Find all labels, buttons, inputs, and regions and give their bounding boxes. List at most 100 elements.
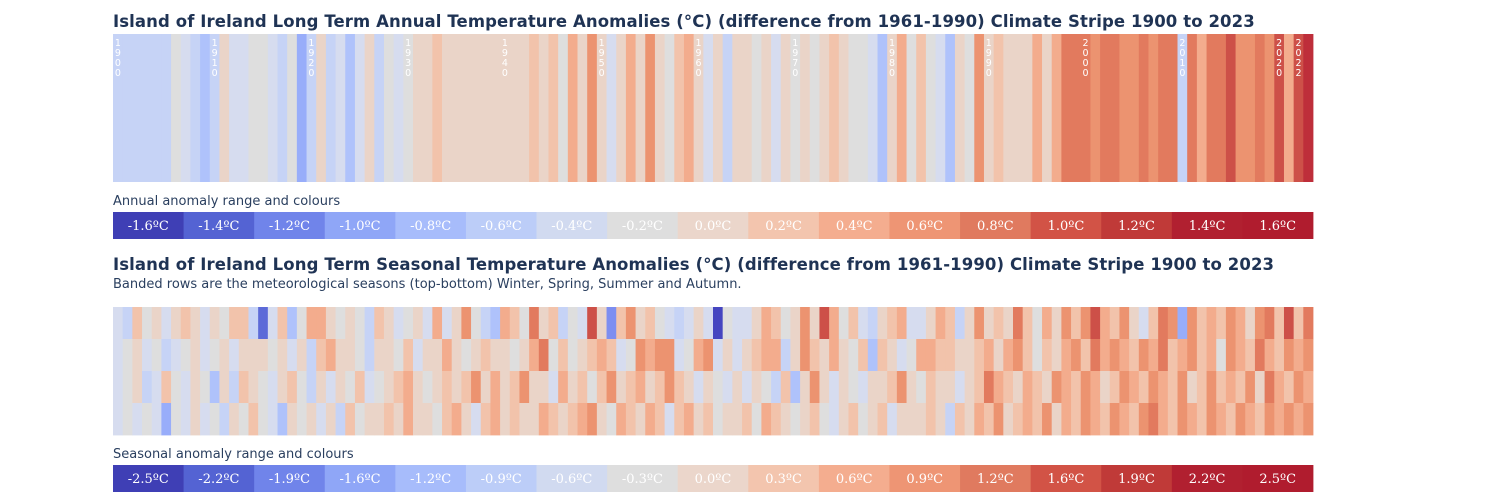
- seasonal-cell-r0-1944: [538, 307, 549, 340]
- seasonal-cell-r1-2022: [1293, 339, 1304, 372]
- annual-stripe-1966: [751, 34, 762, 182]
- seasonal-legend-label-6: -0.6ºC: [551, 472, 592, 487]
- seasonal-cell-r0-2021: [1283, 307, 1295, 340]
- seasonal-cell-r2-1963: [722, 371, 733, 404]
- seasonal-cell-r2-1932: [422, 371, 433, 404]
- annual-stripe-1912: [229, 34, 240, 182]
- seasonal-cell-r2-2008: [1158, 371, 1169, 404]
- seasonal-cell-r2-1945: [548, 371, 559, 404]
- seasonal-cell-r2-1920: [306, 371, 317, 404]
- seasonal-cell-r2-1934: [442, 371, 453, 404]
- seasonal-cell-r2-1958: [674, 371, 685, 404]
- seasonal-cell-r1-1984: [925, 339, 936, 372]
- seasonal-cell-r0-1953: [625, 307, 636, 340]
- seasonal-cell-r0-1909: [200, 307, 211, 340]
- annual-stripes: [113, 34, 1314, 182]
- annual-stripe-1969: [780, 34, 791, 182]
- seasonal-cell-r0-1981: [896, 307, 907, 340]
- annual-stripe-1989: [974, 34, 985, 182]
- seasonal-cell-r1-1987: [954, 339, 966, 372]
- seasonal-cell-r2-2011: [1187, 371, 1198, 404]
- seasonal-cell-r2-1962: [713, 371, 724, 404]
- seasonal-cell-r0-1940: [500, 307, 511, 340]
- seasonal-cell-r2-1970: [790, 371, 801, 404]
- seasonal-cell-r3-1978: [867, 403, 878, 436]
- annual-stripe-1934: [442, 34, 453, 182]
- seasonal-cell-r3-2003: [1109, 403, 1120, 436]
- annual-legend-label-6: -0.4ºC: [551, 219, 592, 234]
- annual-stripe-1945: [548, 34, 559, 182]
- seasonal-cell-r0-1989: [974, 307, 985, 340]
- annual-stripe-2019: [1264, 34, 1275, 182]
- annual-stripe-1978: [867, 34, 878, 182]
- seasonal-cell-r3-1981: [896, 403, 907, 436]
- annual-stripe-2007: [1148, 34, 1159, 182]
- seasonal-cell-r2-1956: [654, 371, 666, 404]
- seasonal-cell-r0-1969: [780, 307, 791, 340]
- seasonal-cell-r3-1952: [616, 403, 627, 436]
- annual-stripe-1957: [664, 34, 675, 182]
- seasonal-cell-r1-1967: [761, 339, 772, 372]
- seasonal-cell-r1-1961: [703, 339, 714, 372]
- seasonal-cell-r0-1930: [403, 307, 414, 340]
- annual-stripe-2001: [1090, 34, 1101, 182]
- seasonal-cell-r1-1994: [1022, 339, 1033, 372]
- seasonal-cell-r0-2007: [1148, 307, 1159, 340]
- seasonal-legend-label-14: 1.9ºC: [1118, 472, 1155, 487]
- seasonal-cell-r0-1945: [548, 307, 559, 340]
- seasonal-cell-r1-1998: [1061, 339, 1072, 372]
- annual-stripe-2015: [1225, 34, 1236, 182]
- annual-stripe-1995: [1032, 34, 1043, 182]
- seasonal-cell-r1-1942: [519, 339, 530, 372]
- seasonal-cell-r2-1952: [616, 371, 627, 404]
- seasonal-cell-r3-1937: [471, 403, 482, 436]
- seasonal-cell-r3-1922: [325, 403, 336, 436]
- seasonal-cell-r1-1982: [906, 339, 917, 372]
- seasonal-cell-r3-1936: [461, 403, 472, 436]
- annual-legend-swatch-6: [536, 212, 608, 239]
- seasonal-cell-r3-2013: [1206, 403, 1217, 436]
- seasonal-legend-swatch-10: [818, 465, 890, 492]
- seasonal-cell-r0-1976: [848, 307, 859, 340]
- seasonal-cell-r0-1960: [693, 307, 704, 340]
- seasonal-cell-r0-1906: [171, 307, 182, 340]
- annual-stripe-1960: [693, 34, 704, 182]
- seasonal-cell-r2-1941: [509, 371, 520, 404]
- seasonal-cell-r2-2009: [1167, 371, 1178, 404]
- annual-stripe-1983: [916, 34, 927, 182]
- seasonal-cell-r0-1938: [480, 307, 491, 340]
- seasonal-cell-r2-1947: [567, 371, 578, 404]
- annual-stripe-2008: [1158, 34, 1169, 182]
- annual-stripe-1902: [132, 34, 143, 182]
- seasonal-cell-r2-1971: [800, 371, 811, 404]
- seasonal-cell-r1-2009: [1167, 339, 1178, 372]
- seasonal-cell-r2-1986: [945, 371, 956, 404]
- seasonal-cell-r3-1988: [964, 403, 975, 436]
- seasonal-chart-title: Island of Ireland Long Term Seasonal Tem…: [113, 255, 1275, 274]
- seasonal-cell-r0-2001: [1090, 307, 1101, 340]
- seasonal-cell-r2-2021: [1283, 371, 1295, 404]
- seasonal-cell-r0-1916: [267, 307, 278, 340]
- seasonal-cell-r0-1980: [887, 307, 898, 340]
- seasonal-cell-r2-1987: [954, 371, 966, 404]
- annual-stripe-1919: [296, 34, 307, 182]
- annual-stripe-2003: [1109, 34, 1120, 182]
- seasonal-cell-r1-1917: [277, 339, 288, 372]
- seasonal-cell-r3-1996: [1042, 403, 1053, 436]
- seasonal-cell-r2-1926: [364, 371, 375, 404]
- seasonal-cell-r1-1933: [432, 339, 443, 372]
- seasonal-cell-r0-1988: [964, 307, 975, 340]
- seasonal-legend-swatch-0: [113, 465, 184, 492]
- seasonal-cell-r0-1947: [567, 307, 578, 340]
- seasonal-cell-r1-2021: [1283, 339, 1295, 372]
- seasonal-cell-r0-1939: [490, 307, 501, 340]
- annual-legend-label-9: 0.2ºC: [765, 219, 802, 234]
- seasonal-cell-r1-1951: [606, 339, 617, 372]
- seasonal-cell-r2-1900: [113, 371, 124, 404]
- annual-legend-swatch-2: [254, 212, 326, 239]
- seasonal-cell-r3-1929: [393, 403, 404, 436]
- seasonal-cell-r2-1939: [490, 371, 501, 404]
- annual-stripe-2022: [1293, 34, 1304, 182]
- seasonal-cell-r2-2018: [1254, 371, 1266, 404]
